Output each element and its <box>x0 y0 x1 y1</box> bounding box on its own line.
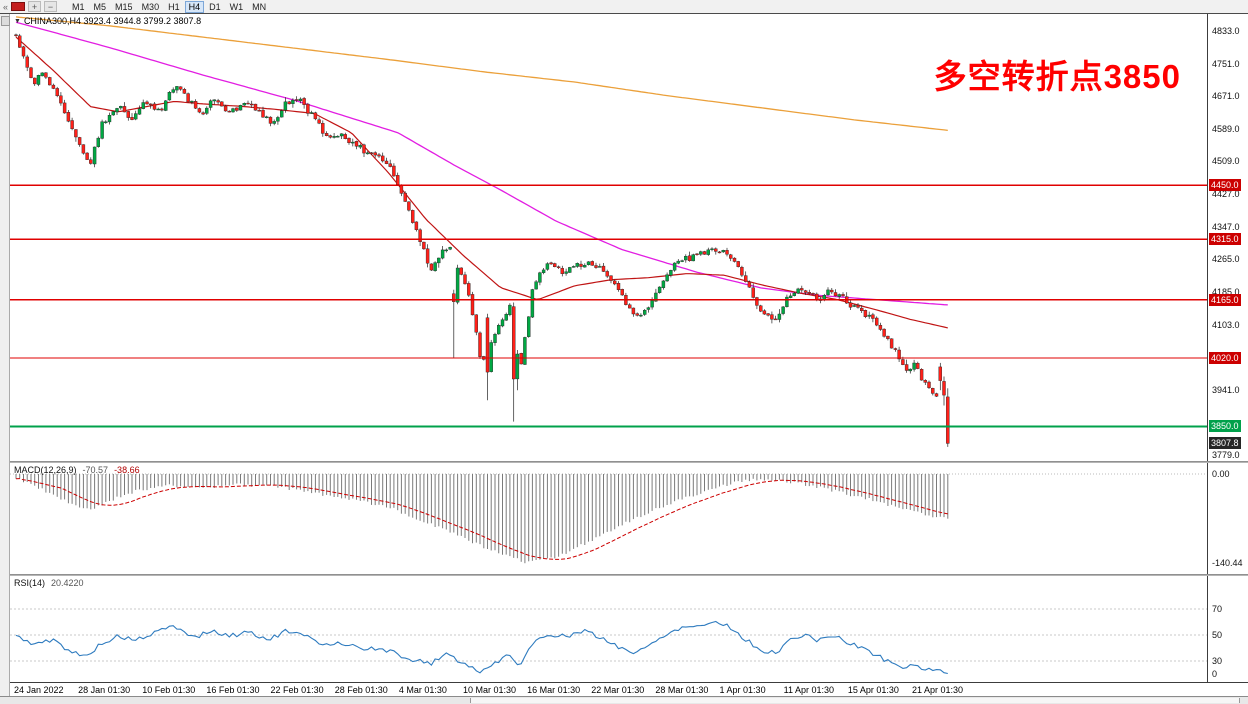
timeframe-button-h1[interactable]: H1 <box>164 1 184 13</box>
price-tick-label: 3941.0 <box>1212 384 1240 395</box>
macd-label: MACD(12,26,9) -70.57 -38.66 <box>14 465 140 475</box>
price-level-box: 3807.8 <box>1209 437 1241 450</box>
price-chart-panel: ▼ CHINA300,H4 3923.4 3944.8 3799.2 3807.… <box>10 14 1207 461</box>
time-axis-label: 10 Mar 01:30 <box>462 685 517 695</box>
toolbar: « + − M1 M5 M15 M30 H1 H4 D1 W1 MN <box>0 0 1248 14</box>
rsi-label: RSI(14) 20.4220 <box>14 578 84 588</box>
rsi-scale-label: 0 <box>1212 669 1218 679</box>
price-tick-label: 4833.0 <box>1212 26 1240 36</box>
price-level-box: 4315.0 <box>1209 233 1241 246</box>
price-tick-label: 4427.0 <box>1212 189 1240 200</box>
price-tick-label: 4589.0 <box>1212 124 1240 135</box>
price-level-box: 4165.0 <box>1209 293 1241 306</box>
timeframe-button-m15[interactable]: M15 <box>111 1 137 13</box>
rsi-scale-label: 70 <box>1212 604 1223 614</box>
timeframe-button-m30[interactable]: M30 <box>138 1 164 13</box>
rsi-name: RSI(14) <box>14 578 46 588</box>
price-tick-label: 4347.0 <box>1212 221 1240 232</box>
timeframe-button-m5[interactable]: M5 <box>90 1 111 13</box>
price-tick-label: 4185.0 <box>1212 286 1240 297</box>
timeframe-button-d1[interactable]: D1 <box>205 1 225 13</box>
time-axis-label: 15 Apr 01:30 <box>847 685 899 695</box>
macd-signal-value: -38.66 <box>114 465 140 475</box>
time-axis-label: 22 Mar 01:30 <box>591 685 645 695</box>
scrollbar-thumb[interactable] <box>470 698 1240 703</box>
time-axis-label: 28 Jan 01:30 <box>78 685 131 695</box>
red-indicator-button[interactable] <box>11 2 26 11</box>
time-axis-label: 28 Mar 01:30 <box>655 685 709 695</box>
price-tick-label: 4509.0 <box>1212 156 1240 167</box>
rsi-scale[interactable]: 70 50 30 0 <box>1207 576 1248 682</box>
panel-toggle-button[interactable] <box>1 16 10 26</box>
timeframe-button-mn[interactable]: MN <box>248 1 270 13</box>
symbol-dropdown-icon[interactable]: ▼ <box>14 17 21 25</box>
price-level-box: 4450.0 <box>1209 179 1241 192</box>
annotation-text: 多空转折点3850 <box>933 58 1181 95</box>
timeframe-toolbar: M1 M5 M15 M30 H1 H4 D1 W1 MN <box>68 0 270 13</box>
rsi-canvas[interactable] <box>10 576 1207 682</box>
left-panel-strip <box>0 14 10 696</box>
time-axis-label: 4 Mar 01:30 <box>398 685 447 695</box>
time-axis-label: 10 Feb 01:30 <box>142 685 196 695</box>
timeframe-button-w1[interactable]: W1 <box>226 1 248 13</box>
zoom-in-icon[interactable]: + <box>28 1 42 12</box>
zoom-out-icon[interactable]: − <box>44 1 58 12</box>
time-axis-label: 11 Apr 01:30 <box>783 685 835 695</box>
time-axis-label: 24 Jan 2022 <box>14 685 64 695</box>
time-axis-label: 1 Apr 01:30 <box>719 685 766 695</box>
price-level-box: 4020.0 <box>1209 352 1241 365</box>
chart-title: ▼ CHINA300,H4 3923.4 3944.8 3799.2 3807.… <box>14 16 201 26</box>
macd-name: MACD(12,26,9) <box>14 465 77 475</box>
price-scale[interactable]: 4833.0 4751.0 4671.0 4589.0 4509.0 4427.0 4347… <box>1207 14 1248 461</box>
rsi-value: 20.4220 <box>51 578 84 588</box>
chart-title-text: CHINA300,H4 3923.4 3944.8 3799.2 3807.8 <box>23 16 202 26</box>
panel-splitter[interactable] <box>10 574 1248 576</box>
macd-main-value: -70.57 <box>82 465 109 475</box>
price-tick-label: 4671.0 <box>1212 91 1240 102</box>
timeframe-button-m1[interactable]: M1 <box>68 1 89 13</box>
price-tick-label: 4265.0 <box>1212 254 1240 265</box>
price-level-box: 3850.0 <box>1209 420 1241 433</box>
price-tick-label: 4103.0 <box>1212 319 1240 330</box>
price-tick-label: 3779.0 <box>1212 449 1240 460</box>
macd-scale-label: 0.00 <box>1212 469 1230 479</box>
price-chart-canvas[interactable] <box>10 14 1207 461</box>
rsi-scale-label: 30 <box>1212 656 1223 666</box>
rsi-panel: RSI(14) 20.4220 <box>10 576 1207 682</box>
macd-canvas[interactable] <box>10 463 1207 574</box>
macd-scale-label: -140.44 <box>1212 557 1243 568</box>
price-tick-label: 4751.0 <box>1212 58 1240 69</box>
time-axis-label: 21 Apr 01:30 <box>911 685 963 695</box>
time-axis-label: 16 Feb 01:30 <box>206 685 260 695</box>
collapse-icon[interactable]: « <box>3 1 9 12</box>
time-axis-label: 22 Feb 01:30 <box>270 685 324 695</box>
macd-scale[interactable]: 0.00 -140.44 <box>1207 463 1248 574</box>
bottom-scrollbar[interactable] <box>0 696 1248 704</box>
time-axis-label: 16 Mar 01:30 <box>527 685 581 695</box>
rsi-scale-label: 50 <box>1212 630 1223 640</box>
panel-splitter[interactable] <box>10 461 1248 463</box>
macd-panel: MACD(12,26,9) -70.57 -38.66 <box>10 463 1207 574</box>
time-axis[interactable]: 24 Jan 2022 28 Jan 01:30 10 Feb 01:30 16 Fe… <box>10 682 1248 696</box>
timeframe-button-h4[interactable]: H4 <box>184 0 205 13</box>
time-axis-label: 28 Feb 01:30 <box>334 685 388 695</box>
